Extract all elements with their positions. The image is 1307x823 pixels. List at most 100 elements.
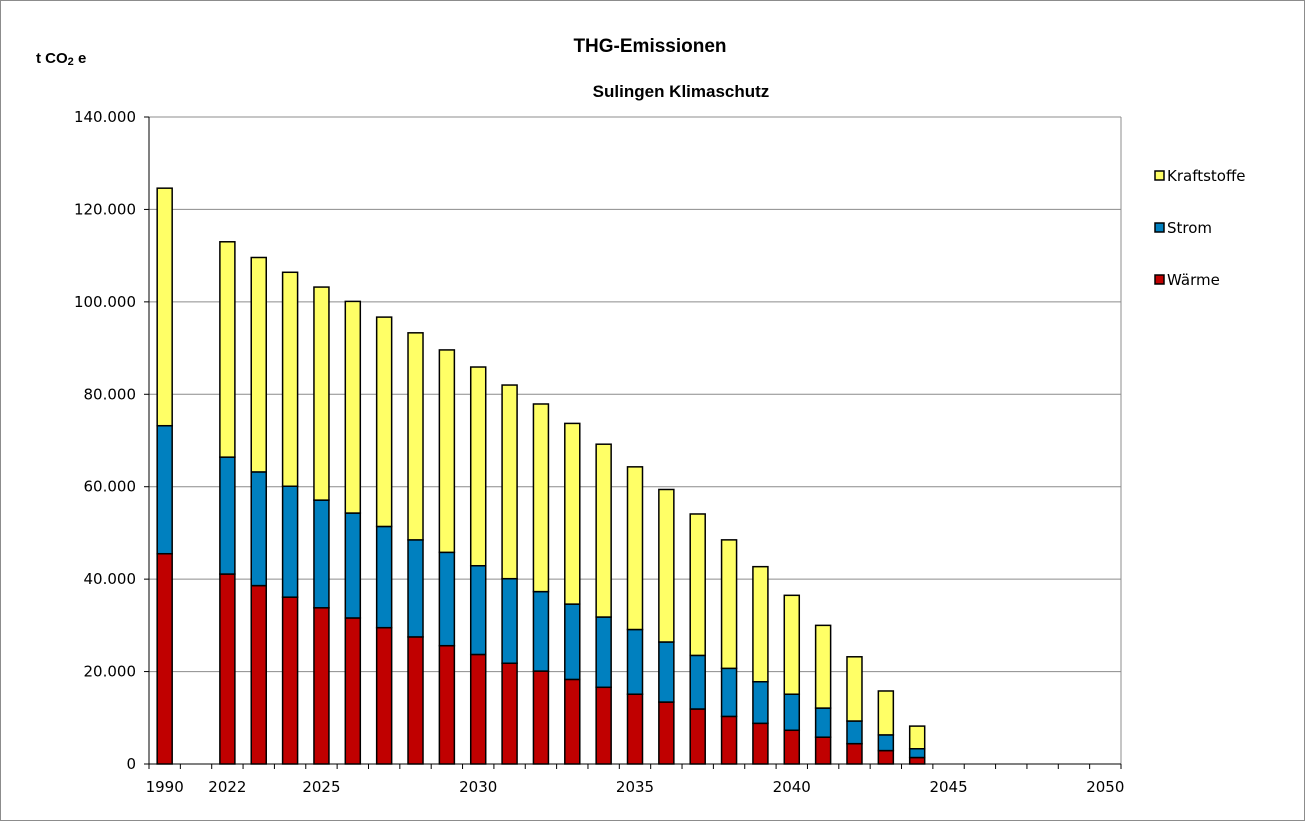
bar-segment-strom [752,680,769,725]
y-tick-label: 40.000 [84,570,137,588]
bar-series [156,187,926,765]
bar-segment-kraftstoffe [407,332,424,541]
bar-segment-strom [281,485,299,598]
bar-segment-wrme [658,701,675,765]
bar-segment-wrme [877,749,895,765]
bar-segment-strom [438,551,456,647]
y-axis-unit-subscript: 2 [68,56,74,68]
chart-subtitle: Sulingen Klimaschutz [593,82,770,101]
bar-segment-strom [375,525,393,629]
bar-segment-wrme [564,678,581,765]
bar-segment-wrme [313,607,330,765]
bar-segment-wrme [846,742,863,765]
chart-title: THG-Emissionen [573,36,726,57]
bar-segment-strom [564,603,581,681]
y-tick-label: 0 [126,755,136,773]
bar-segment-wrme [501,662,518,765]
bar-segment-strom [250,471,267,587]
bar-segment-strom [814,707,832,738]
bar-segment-strom [658,641,675,703]
bar-segment-kraftstoffe [250,256,267,473]
bar-segment-kraftstoffe [783,594,801,695]
bar-segment-kraftstoffe [658,488,675,643]
x-tick-label: 1990 [146,778,184,796]
bar-segment-wrme [752,722,769,765]
bar-segment-wrme [375,626,393,765]
bar-segment-strom [720,667,738,718]
bar-segment-strom [313,499,330,609]
bar-segment-strom [908,747,926,759]
bar-segment-wrme [532,670,550,765]
bar-segment-strom [156,424,173,555]
legend-label: Kraftstoffe [1167,167,1246,185]
bar-segment-wrme [469,653,487,765]
bar-segment-wrme [407,636,424,765]
x-tick-label: 2045 [929,778,967,796]
y-tick-label: 140.000 [74,108,136,126]
bar-segment-kraftstoffe [689,513,706,657]
bar-segment-kraftstoffe [752,565,769,683]
bar-segment-strom [626,628,644,695]
bar-segment-kraftstoffe [877,690,895,736]
legend-swatch [1154,274,1165,285]
bar-segment-strom [469,564,487,656]
legend-label: Strom [1167,219,1212,237]
bar-segment-kraftstoffe [344,300,362,514]
bar-segment-kraftstoffe [501,384,518,580]
bar-segment-strom [595,616,612,689]
y-axis-unit-prefix: t CO [36,50,68,67]
legend-swatch [1154,222,1165,233]
x-tick-label: 2050 [1086,778,1124,796]
bar-segment-wrme [438,644,456,765]
bar-segment-kraftstoffe [532,403,550,593]
bar-segment-kraftstoffe [720,539,738,670]
bar-segment-wrme [689,708,706,765]
bar-segment-wrme [783,729,801,765]
y-tick-label: 80.000 [84,385,137,403]
bar-segment-kraftstoffe [375,316,393,528]
bar-segment-wrme [281,596,299,765]
bar-segment-wrme [156,552,173,765]
bar-segment-kraftstoffe [626,466,644,631]
bar-segment-strom [783,693,801,732]
y-axis-unit-suffix: e [74,50,87,67]
axes: 0 20.000 40.000 60.000 80.000 100.000 120.000 1… [74,108,1124,796]
y-tick-label: 120.000 [74,200,136,218]
x-tick-label: 2030 [459,778,497,796]
bar-segment-kraftstoffe [438,349,456,554]
y-tick-label: 20.000 [84,663,137,681]
x-tick-label: 2025 [302,778,340,796]
bar-segment-wrme [720,715,738,765]
bar-segment-kraftstoffe [595,443,612,618]
bar-segment-kraftstoffe [219,241,236,458]
y-tick-label: 100.000 [74,293,136,311]
bar-segment-kraftstoffe [846,656,863,722]
bar-segment-strom [877,734,895,752]
bar-segment-kraftstoffe [281,271,299,488]
bar-segment-wrme [344,617,362,765]
y-axis-unit: t CO2 e [36,50,86,68]
legend-label: Wärme [1167,271,1220,289]
bar-segment-wrme [814,736,832,765]
bar-segment-strom [532,590,550,672]
bar-segment-kraftstoffe [564,422,581,605]
bar-segment-strom [344,512,362,619]
legend: Kraftstoffe Strom Wärme [1154,167,1246,289]
bar-segment-kraftstoffe [908,725,926,750]
bar-segment-wrme [250,584,267,765]
bar-segment-strom [689,654,706,710]
legend-swatch [1154,170,1165,181]
bar-segment-wrme [219,573,236,765]
bar-segment-kraftstoffe [156,187,173,427]
x-tick-label: 2022 [208,778,246,796]
bar-segment-strom [846,720,863,745]
bar-segment-strom [407,539,424,638]
bar-segment-wrme [626,693,644,765]
bar-segment-wrme [908,756,926,765]
bar-segment-kraftstoffe [313,286,330,501]
bar-segment-kraftstoffe [469,366,487,567]
bar-segment-wrme [595,686,612,765]
x-tick-label: 2040 [773,778,811,796]
